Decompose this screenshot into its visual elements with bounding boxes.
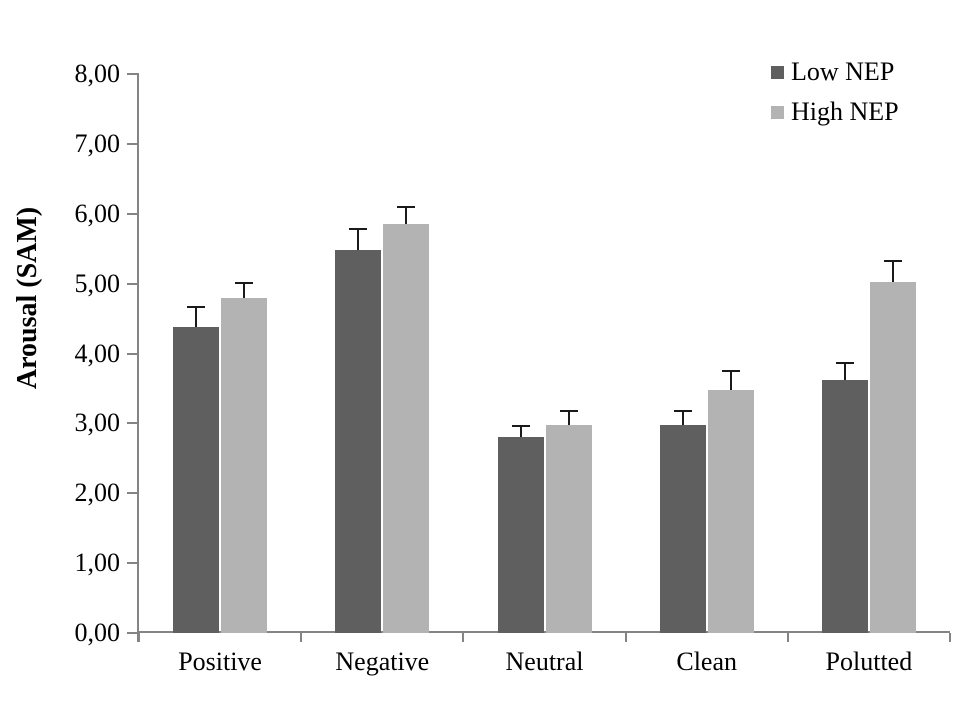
error-bar-line-high-nep-clean [729, 370, 732, 390]
bar-high-nep-neutral [545, 424, 592, 633]
legend-swatch-high-nep-icon [771, 105, 784, 119]
x-tick-mark [300, 633, 303, 642]
y-tick-mark [127, 562, 139, 565]
bar-high-nep-positive [221, 297, 268, 633]
error-bar-line-high-nep-polutted [891, 260, 894, 282]
y-tick-label: 4,00 [74, 338, 121, 368]
y-tick-label: 7,00 [74, 128, 121, 158]
error-bar-cap-high-nep-negative [397, 205, 416, 208]
y-tick-mark [127, 352, 139, 355]
legend-item-low-nep: Low NEP [771, 52, 899, 92]
x-axis-category-label-negative: Negative [335, 647, 430, 676]
bar-high-nep-negative [383, 224, 430, 633]
y-tick-label: 5,00 [74, 268, 121, 298]
y-axis-line [137, 74, 139, 642]
error-bar-line-low-nep-neutral [519, 426, 522, 438]
error-bar-line-low-nep-clean [681, 411, 684, 426]
y-tick-mark [127, 142, 139, 145]
y-tick-mark [127, 73, 139, 75]
bar-low-nep-neutral [497, 437, 544, 633]
error-bar-cap-high-nep-clean [721, 369, 740, 372]
x-tick-mark [786, 633, 789, 642]
bar-low-nep-positive [173, 326, 220, 633]
legend: Low NEP High NEP [771, 52, 899, 132]
legend-label-low-nep: Low NEP [791, 57, 895, 86]
error-bar-cap-low-nep-polutted [835, 362, 854, 365]
x-axis-category-label-clean: Clean [676, 647, 738, 676]
y-tick-label: 8,00 [74, 59, 121, 88]
error-bar-line-low-nep-negative [357, 229, 360, 251]
x-tick-mark [949, 633, 951, 642]
x-axis-line [137, 631, 950, 633]
bar-low-nep-negative [335, 250, 382, 633]
error-bar-cap-high-nep-neutral [559, 410, 578, 413]
error-bar-line-high-nep-neutral [567, 411, 570, 425]
x-axis-category-label-neutral: Neutral [505, 647, 584, 676]
x-axis-category-label-positive: Positive [178, 647, 262, 676]
bar-high-nep-polutted [869, 281, 916, 633]
x-tick-mark [138, 633, 140, 642]
legend-item-high-nep: High NEP [771, 92, 899, 132]
bar-low-nep-clean [659, 425, 706, 633]
error-bar-line-high-nep-negative [405, 206, 408, 225]
error-bar-cap-low-nep-neutral [511, 425, 530, 428]
y-tick-mark [127, 492, 139, 495]
error-bar-line-low-nep-polutted [843, 363, 846, 381]
error-bar-cap-high-nep-positive [235, 281, 254, 284]
error-bar-cap-low-nep-positive [187, 306, 206, 309]
y-tick-mark [127, 282, 139, 285]
legend-label-high-nep: High NEP [791, 97, 899, 126]
error-bar-line-low-nep-positive [195, 307, 198, 327]
error-bar-cap-low-nep-negative [349, 228, 368, 231]
y-tick-label: 3,00 [74, 408, 121, 438]
bar-high-nep-clean [707, 389, 754, 633]
error-bar-line-high-nep-positive [243, 282, 246, 298]
y-tick-mark [127, 422, 139, 425]
error-bar-cap-high-nep-polutted [883, 259, 902, 262]
y-tick-label: 6,00 [74, 198, 121, 228]
x-tick-mark [624, 633, 627, 642]
y-tick-mark [127, 632, 139, 634]
legend-swatch-low-nep-icon [771, 65, 784, 79]
y-tick-label: 2,00 [74, 478, 121, 508]
y-tick-mark [127, 212, 139, 215]
x-axis-category-label-polutted: Polutted [825, 647, 913, 676]
y-tick-label: 0,00 [74, 618, 121, 647]
y-tick-label: 1,00 [74, 548, 121, 578]
error-bar-cap-low-nep-clean [673, 410, 692, 413]
bar-low-nep-polutted [821, 380, 868, 633]
x-tick-mark [462, 633, 465, 642]
